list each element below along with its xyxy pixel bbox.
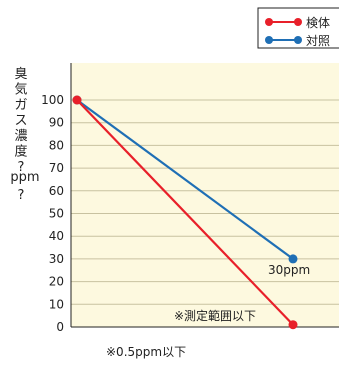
legend-swatch-control-dot-right (294, 36, 302, 44)
annotation-control-end: 30ppm (268, 263, 310, 277)
y-tick-label: 60 (49, 184, 64, 198)
series-lines (72, 95, 298, 330)
y-axis-label-unit: ppm (10, 170, 39, 185)
y-tick-label: 90 (49, 116, 64, 130)
legend-swatch-sample-dot-left (265, 18, 273, 26)
y-axis-label-tail: ? (18, 188, 25, 203)
y-tick-label: 80 (49, 138, 64, 152)
data-point-sample (288, 320, 298, 330)
y-tick-label: 50 (49, 207, 64, 221)
y-axis-label-char: ス (14, 114, 27, 129)
y-tick-label: 0 (56, 320, 64, 334)
y-tick-label: 10 (49, 297, 64, 311)
y-axis-label-char: 気 (14, 82, 27, 98)
legend: 検体 対照 (257, 7, 339, 49)
legend-swatch-sample-dot-right (294, 18, 302, 26)
y-axis-label-char: ? (18, 160, 25, 175)
y-tick-label: 30 (49, 252, 64, 266)
y-axis-label-char: 濃 (14, 129, 27, 144)
gridlines (71, 99, 339, 305)
legend-swatch-control-dot-left (265, 36, 273, 44)
y-tick-label: 70 (49, 161, 64, 175)
y-axis-label-char: ガ (14, 98, 27, 113)
annotation-sample-end: ※測定範囲以下 (174, 308, 256, 323)
series-line-sample (76, 99, 294, 326)
legend-label-control: 対照 (306, 34, 330, 48)
legend-label-sample: 検体 (306, 16, 330, 30)
y-axis-label-char: 度 (14, 144, 27, 160)
y-tick-label: 100 (41, 93, 64, 107)
series-line-control (76, 99, 294, 260)
footnote: ※0.5ppm以下 (106, 345, 187, 359)
data-point-control (288, 254, 298, 264)
data-point-sample (72, 95, 82, 105)
y-axis-label-char: 臭 (14, 67, 27, 82)
y-tick-label: 20 (49, 275, 64, 289)
y-tick-labels: 0 10 20 30 40 50 60 70 80 90 100 (41, 93, 64, 334)
y-tick-label: 40 (49, 229, 64, 243)
